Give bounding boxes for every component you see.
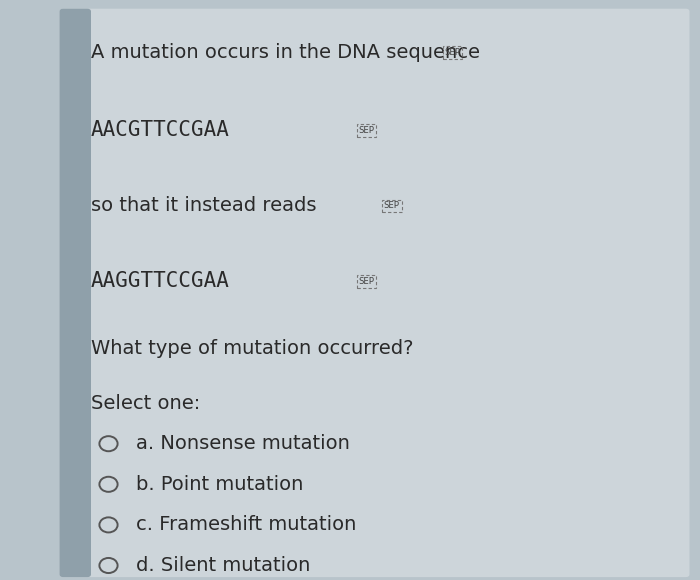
- Text: b. Point mutation: b. Point mutation: [136, 475, 304, 494]
- Text: Select one:: Select one:: [91, 394, 200, 412]
- Text: so that it instead reads: so that it instead reads: [91, 197, 316, 215]
- FancyBboxPatch shape: [60, 9, 690, 577]
- Text: a. Nonsense mutation: a. Nonsense mutation: [136, 434, 351, 453]
- Text: d. Silent mutation: d. Silent mutation: [136, 556, 311, 575]
- Text: AAGGTTCCGAA: AAGGTTCCGAA: [91, 271, 230, 291]
- Text: SEP: SEP: [444, 48, 461, 57]
- Text: A mutation occurs in the DNA sequence: A mutation occurs in the DNA sequence: [91, 43, 480, 61]
- Text: SEP: SEP: [358, 126, 375, 135]
- Text: SEP: SEP: [384, 201, 400, 211]
- Text: SEP: SEP: [358, 277, 375, 286]
- Text: What type of mutation occurred?: What type of mutation occurred?: [91, 339, 414, 357]
- Text: AACGTTCCGAA: AACGTTCCGAA: [91, 121, 230, 140]
- Text: c. Frameshift mutation: c. Frameshift mutation: [136, 516, 357, 534]
- FancyBboxPatch shape: [60, 9, 91, 577]
